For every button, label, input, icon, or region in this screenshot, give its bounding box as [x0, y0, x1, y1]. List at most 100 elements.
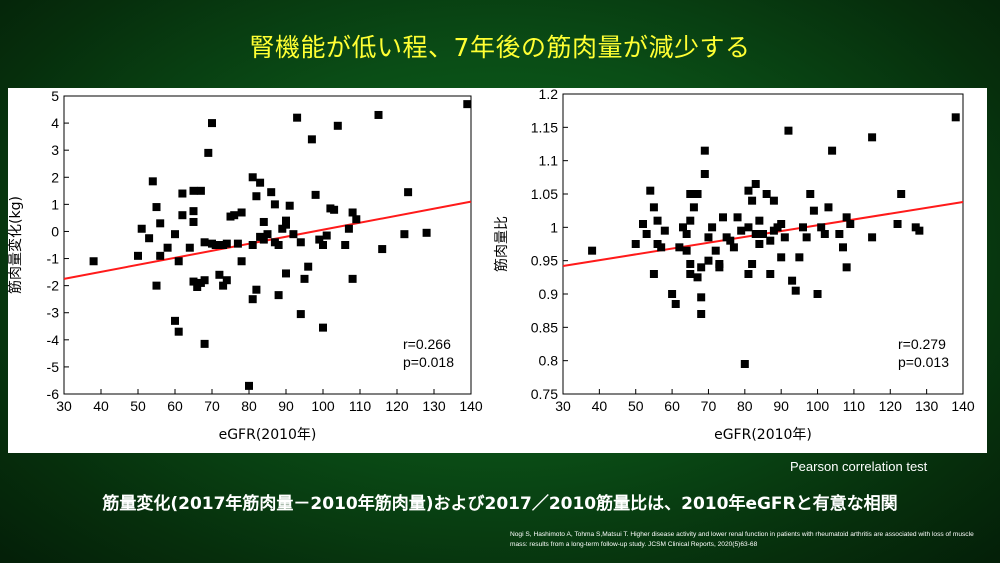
data-point	[682, 230, 691, 238]
data-point	[256, 178, 265, 187]
data-point	[671, 300, 680, 308]
data-point	[152, 281, 161, 290]
data-point	[729, 243, 738, 252]
plot-frame	[63, 95, 472, 395]
data-point	[145, 234, 154, 243]
y-tick-label: 0.85	[531, 319, 558, 335]
x-tick-label: 70	[204, 398, 220, 414]
data-point	[915, 226, 924, 235]
data-point	[215, 270, 224, 279]
data-point	[806, 190, 815, 198]
data-point	[784, 126, 793, 135]
data-point	[148, 177, 157, 186]
data-point	[348, 274, 357, 283]
x-tick-label: 50	[130, 398, 146, 414]
data-point	[711, 246, 720, 255]
y-tick-label: -6	[47, 386, 60, 402]
data-point	[344, 224, 353, 233]
y-tick-label: 3	[51, 142, 59, 158]
x-tick-label: 140	[951, 398, 975, 414]
data-point	[744, 223, 753, 232]
data-point	[315, 235, 324, 244]
data-point	[174, 327, 183, 336]
data-point	[719, 213, 727, 222]
y-tick-label: 1	[51, 196, 59, 212]
x-tick-label: 80	[241, 398, 257, 414]
data-point	[374, 110, 383, 119]
data-point	[737, 226, 746, 235]
data-point	[304, 262, 313, 271]
data-point	[751, 180, 760, 188]
data-point	[296, 310, 305, 319]
data-point	[282, 216, 290, 225]
data-point	[740, 360, 749, 368]
data-point	[245, 381, 253, 390]
data-point	[700, 170, 709, 178]
data-point	[759, 230, 767, 238]
x-tick-label: 130	[915, 398, 939, 414]
data-point	[744, 270, 753, 278]
stat-p: p=0.018	[403, 354, 454, 370]
data-point	[237, 257, 246, 266]
data-point	[588, 246, 597, 255]
data-point	[89, 257, 98, 266]
data-point	[780, 233, 789, 242]
data-point	[259, 217, 268, 226]
data-point	[252, 192, 261, 201]
data-point	[189, 186, 198, 195]
y-tick-label: -3	[47, 305, 60, 321]
data-point	[762, 190, 771, 198]
data-point	[400, 230, 409, 239]
data-point	[682, 246, 691, 255]
data-point	[134, 251, 142, 260]
y-tick-label: 0.9	[539, 286, 559, 302]
data-point	[704, 233, 713, 242]
data-point	[233, 239, 242, 248]
data-point	[802, 233, 811, 242]
data-point	[178, 189, 187, 198]
data-point	[686, 216, 695, 225]
data-point	[378, 245, 387, 254]
data-point	[693, 190, 702, 198]
data-point	[639, 220, 647, 228]
x-tick-label: 30	[555, 398, 571, 414]
data-point	[208, 119, 216, 128]
data-point	[686, 270, 695, 278]
scatter-chart-muscle-ratio: 30 40 50 60 70 80 90 100 110 120 130 140 0.75 0.8 0.85…	[493, 88, 975, 443]
data-point	[820, 230, 829, 238]
data-point	[189, 207, 198, 216]
data-point	[300, 274, 309, 283]
x-tick-label: 90	[278, 398, 294, 414]
data-point	[660, 226, 669, 235]
data-point	[839, 243, 847, 252]
data-point	[748, 260, 757, 268]
data-point	[282, 220, 290, 229]
data-point	[809, 206, 818, 215]
y-tick-label: 1.2	[539, 88, 559, 102]
data-point	[679, 223, 687, 232]
data-point	[642, 230, 651, 238]
chart-panel-muscle-ratio: 30 40 50 60 70 80 90 100 110 120 130 140 0.75 0.8 0.85…	[493, 88, 987, 453]
data-point	[193, 282, 202, 291]
data-point	[178, 211, 187, 220]
data-point	[259, 235, 268, 244]
data-point	[769, 196, 778, 205]
data-point	[744, 186, 753, 195]
y-tick-label: 2	[51, 169, 59, 185]
data-point	[813, 290, 822, 298]
data-point	[341, 241, 350, 249]
data-point	[156, 219, 165, 228]
data-point	[686, 260, 695, 268]
data-point	[263, 230, 272, 239]
data-point	[897, 190, 906, 198]
data-point	[715, 263, 724, 272]
y-tick-label: -1	[47, 251, 60, 267]
y-tick-label: 4	[51, 115, 59, 131]
data-point	[646, 186, 655, 195]
data-point	[274, 291, 283, 300]
chart-panel-muscle-change: 30 40 50 60 70 80 90 100 110 120 130 140 -6 -5 -4 -3 -2-…	[8, 88, 496, 453]
data-point	[196, 186, 205, 195]
data-point	[282, 269, 290, 278]
data-point	[296, 238, 305, 247]
data-point	[755, 216, 764, 225]
